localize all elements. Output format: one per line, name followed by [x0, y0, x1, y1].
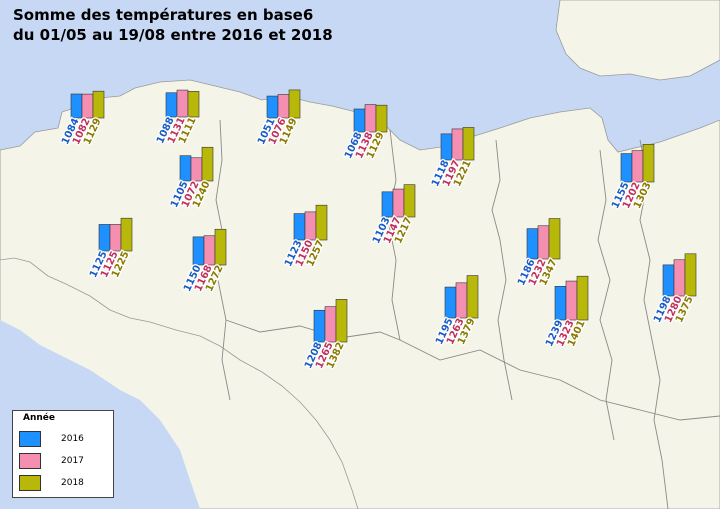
map-title-line-1: Somme des températures en base6: [13, 6, 314, 24]
bar-2017: [631, 150, 644, 183]
bar-2017: [304, 211, 317, 241]
bar-2016: [444, 286, 457, 319]
bar-2016: [440, 133, 453, 161]
legend-label-2016: 2016: [61, 434, 84, 444]
legend-swatch-2017: [19, 453, 41, 469]
bar-2016: [70, 93, 83, 119]
bar-2018: [403, 184, 416, 218]
bar-2017: [81, 93, 94, 119]
bar-2016: [165, 92, 178, 118]
bar-2018: [548, 218, 561, 260]
legend-label-2018: 2018: [61, 478, 84, 488]
bar-2017: [277, 94, 290, 119]
legend-swatch-2016: [19, 431, 41, 447]
border-line: [639, 139, 669, 509]
bar-2018: [684, 253, 697, 297]
map-title-line-2: du 01/05 au 19/08 entre 2016 et 2018: [13, 26, 333, 44]
bar-2016: [266, 95, 279, 119]
bar-2017: [537, 225, 550, 260]
land-england: [555, 0, 720, 81]
legend: Année 2016 2017 2018: [12, 410, 114, 498]
border-line: [491, 139, 513, 401]
border-line: [399, 339, 720, 421]
bar-2017: [324, 306, 337, 343]
bar-2018: [315, 204, 328, 241]
bar-2016: [293, 213, 306, 241]
admin-borders: [215, 119, 720, 509]
bar-2017: [565, 280, 578, 321]
bar-2016: [353, 108, 366, 133]
legend-title: Année: [23, 413, 55, 423]
bar-2018: [120, 217, 133, 252]
bar-2018: [375, 104, 388, 133]
bar-2016: [381, 191, 394, 218]
bar-2016: [98, 224, 111, 252]
bar-2017: [392, 188, 405, 218]
bar-2018: [576, 275, 589, 321]
bar-2017: [109, 224, 122, 252]
bar-2016: [662, 264, 675, 297]
bar-2018: [335, 299, 348, 343]
bar-2016: [192, 236, 205, 266]
bar-2016: [179, 155, 192, 182]
bar-2018: [214, 228, 227, 266]
legend-swatch-2018: [19, 475, 41, 491]
bar-2016: [620, 153, 633, 183]
bar-2017: [455, 282, 468, 319]
bar-2018: [642, 144, 655, 183]
border-line: [387, 129, 401, 341]
bar-2018: [462, 127, 475, 161]
bar-2018: [187, 91, 200, 118]
bar-2017: [673, 259, 686, 297]
bar-2018: [201, 146, 214, 182]
bar-2017: [203, 235, 216, 266]
bar-2018: [466, 275, 479, 319]
bar-2018: [92, 90, 105, 119]
border-line: [597, 149, 615, 441]
bar-2018: [288, 89, 301, 119]
bar-2017: [451, 128, 464, 161]
bar-2016: [554, 286, 567, 321]
bar-2017: [364, 104, 377, 133]
bar-2016: [526, 228, 539, 260]
bar-2017: [190, 157, 203, 182]
legend-label-2017: 2017: [61, 456, 84, 466]
bar-2016: [313, 309, 326, 343]
bar-2017: [176, 89, 189, 118]
